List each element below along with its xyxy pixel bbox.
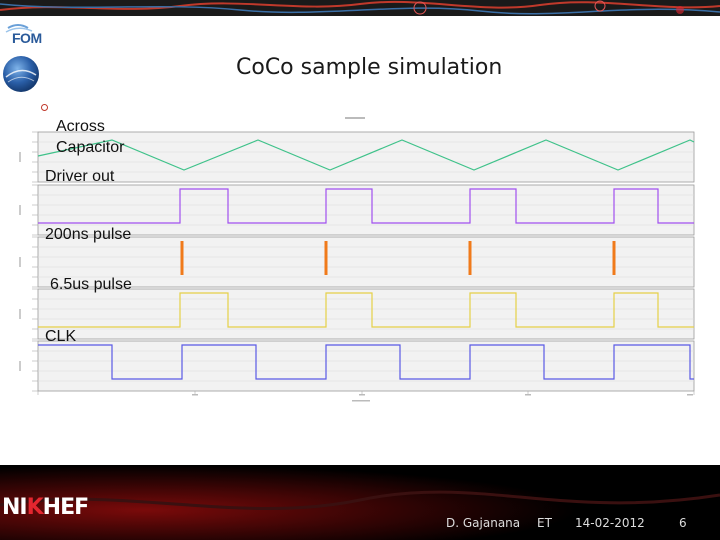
trace-200ns-pulse-spike (324, 241, 328, 275)
nikhef-logo-part-a: NI (2, 495, 28, 520)
plot-header-mark (345, 117, 365, 119)
trace-label-driver-out: Driver out (45, 168, 115, 185)
trace-label-6-5us-pulse: 6.5us pulse (50, 276, 132, 293)
nikhef-logo: NIKHEF (2, 495, 89, 525)
plot-x-tick-label-mark (687, 394, 693, 396)
plot-x-tick-label-mark (525, 394, 531, 396)
trace-clk (38, 344, 694, 380)
trace-across-capacitor (37, 139, 695, 171)
plot-x-tick-label-mark (192, 394, 198, 396)
footer-date: 14-02-2012 (575, 516, 645, 530)
fom-logo (4, 22, 44, 48)
nikhef-logo-part-b: K (26, 495, 44, 520)
plot-panel-frame (37, 236, 695, 288)
footer-page-number: 6 (679, 516, 687, 530)
trace-label-across-capacitor-line1: Across (56, 118, 105, 135)
footer-author: D. Gajanana (446, 516, 521, 530)
plot-x-axis-label-mark (352, 400, 370, 402)
footer-event: ET (537, 516, 552, 530)
trace-200ns-pulse-spike (180, 241, 184, 275)
trace-label-clk: CLK (45, 328, 77, 345)
trace-200ns-pulse-spike (468, 241, 472, 275)
top-banner (0, 0, 720, 16)
trace-label-across-capacitor-line2: Capacitor (56, 139, 125, 156)
globe-logo-icon (2, 55, 40, 93)
trace-6-5us-pulse (38, 292, 694, 328)
plot-panel-frame (37, 288, 695, 340)
slide-title: CoCo sample simulation (236, 55, 503, 80)
footer-band (0, 465, 720, 540)
plot-x-tick-label-mark (359, 394, 365, 396)
trace-label-across-capacitor: Across Capacitor (56, 116, 124, 158)
plot-panel-frame (37, 184, 695, 236)
trace-driver-out (38, 188, 694, 224)
plot-panel-frame (37, 131, 695, 183)
nikhef-logo-part-c: HEF (42, 495, 89, 520)
trace-label-200ns-pulse: 200ns pulse (45, 226, 132, 243)
trace-200ns-pulse-spike (612, 241, 616, 275)
plot-panel-frame (37, 340, 695, 392)
fom-logo-text: FOM (12, 30, 42, 46)
bullet-icon (41, 104, 48, 111)
